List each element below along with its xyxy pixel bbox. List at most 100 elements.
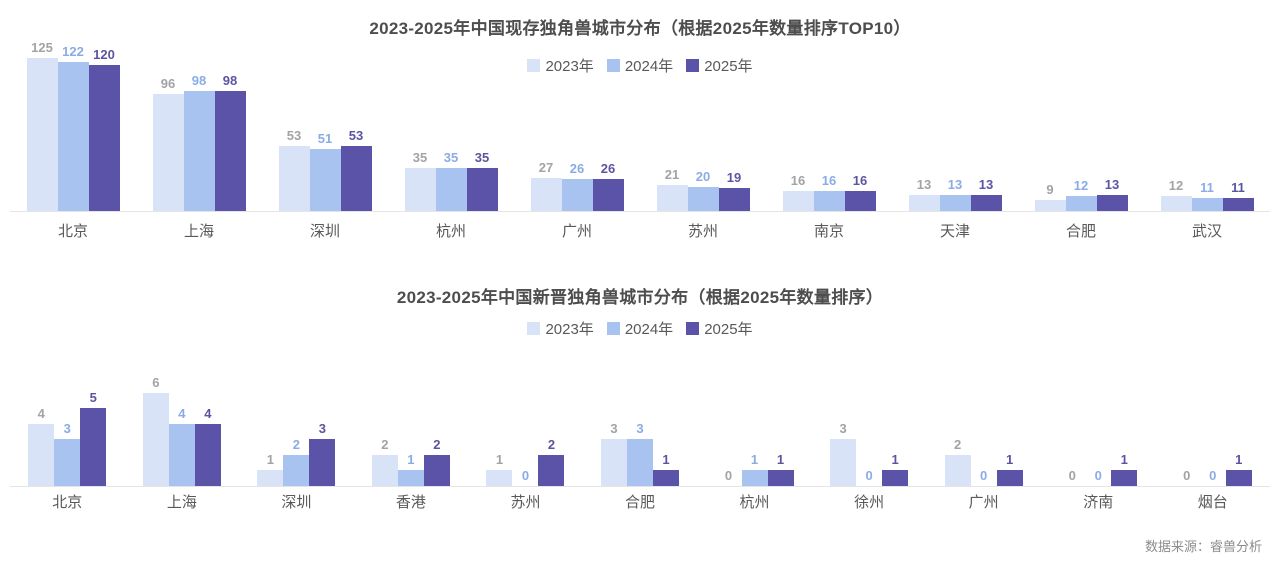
bar-fill xyxy=(939,195,971,211)
bar-2024年-北京: 122 xyxy=(57,45,89,211)
bar-2023年-烟台: 0 xyxy=(1174,469,1200,486)
bar-group-合肥: 3 3 1 xyxy=(583,422,698,486)
chart-legend: 2023年 2024年 2025年 xyxy=(0,318,1280,339)
bar-value-label: 0 xyxy=(1209,468,1217,483)
bar-value-label: 12 xyxy=(1073,178,1089,193)
bar-value-label: 53 xyxy=(286,128,302,143)
plot-area: 4 3 5 6 4 4 1 2 3 2 1 2 1 0 2 3 3 1 0 1 1 3 0 1 2 0 1 0 0 1 0 0 1 xyxy=(10,369,1270,487)
legend-item-2023年: 2023年 xyxy=(527,318,594,339)
bar-2024年-深圳: 51 xyxy=(309,132,341,211)
bar-value-label: 53 xyxy=(348,128,364,143)
bar-2023年-北京: 4 xyxy=(28,407,55,486)
bar-value-label: 4 xyxy=(178,406,186,421)
bar-value-label: 2 xyxy=(433,437,441,452)
bar-2025年-广州: 1 xyxy=(996,452,1023,486)
bar-fill xyxy=(561,179,593,211)
bar-value-label: 1 xyxy=(266,452,274,467)
bar-group-武汉: 12 11 11 xyxy=(1144,179,1270,211)
bar-fill xyxy=(152,94,184,211)
legend-item-2025年: 2025年 xyxy=(686,318,753,339)
bar-value-label: 5 xyxy=(89,390,97,405)
bar-value-label: 98 xyxy=(191,73,207,88)
bar-value-label: 1 xyxy=(1006,452,1014,467)
bar-value-label: 26 xyxy=(569,161,585,176)
bar-2023年-广州: 27 xyxy=(530,161,562,211)
bar-value-label: 21 xyxy=(664,167,680,182)
bar-fill xyxy=(340,146,372,211)
existing-unicorn-cities-chart: 2023-2025年中国现存独角兽城市分布（根据2025年数量排序TOP10） … xyxy=(0,0,1280,250)
category-label-北京: 北京 xyxy=(52,494,83,511)
bar-2025年-合肥: 13 xyxy=(1096,177,1128,211)
bar-2024年-深圳: 2 xyxy=(283,438,310,486)
category-label-北京: 北京 xyxy=(57,223,88,240)
bar-value-label: 6 xyxy=(152,375,160,390)
legend-swatch xyxy=(527,322,541,335)
bar-2024年-苏州: 0 xyxy=(512,469,538,486)
bar-2025年-杭州: 35 xyxy=(466,151,498,211)
bar-value-label: 1 xyxy=(776,452,785,467)
bar-fill xyxy=(908,195,940,211)
bar-value-label: 13 xyxy=(947,177,963,192)
bar-2025年-上海: 98 xyxy=(214,74,246,211)
bar-value-label: 1 xyxy=(1235,452,1243,467)
bar-2024年-合肥: 12 xyxy=(1065,178,1097,211)
bar-group-深圳: 53 51 53 xyxy=(262,129,388,211)
bar-value-label: 11 xyxy=(1200,180,1214,195)
legend-label: 2024年 xyxy=(624,58,674,75)
plot-area: 125 122 120 96 98 98 53 51 53 35 35 35 27 26 26 21 20 19 1… xyxy=(10,38,1270,212)
category-label-南京: 南京 xyxy=(813,223,844,240)
bar-2023年-济南: 0 xyxy=(1059,469,1085,486)
bar-fill xyxy=(142,393,169,486)
legend-label: 2023年 xyxy=(545,58,594,75)
bar-2025年-深圳: 3 xyxy=(309,422,336,486)
bar-fill xyxy=(423,455,450,486)
bar-2024年-苏州: 20 xyxy=(687,170,719,211)
bar-value-label: 19 xyxy=(726,170,742,185)
bar-2025年-济南: 1 xyxy=(1111,453,1138,486)
bar-2025年-苏州: 2 xyxy=(538,437,565,486)
bar-value-label: 2 xyxy=(954,437,962,452)
bar-2025年-广州: 26 xyxy=(592,162,624,211)
bar-fill xyxy=(309,439,336,486)
bar-group-杭州: 35 35 35 xyxy=(388,151,514,211)
bar-group-北京: 4 3 5 xyxy=(10,391,125,486)
bar-2023年-杭州: 35 xyxy=(404,151,436,211)
bar-value-label: 13 xyxy=(978,177,994,192)
bar-2023年-苏州: 21 xyxy=(656,167,688,211)
bar-value-label: 16 xyxy=(790,173,806,188)
category-label-杭州: 杭州 xyxy=(739,494,770,511)
bar-2025年-北京: 120 xyxy=(88,48,120,211)
bar-group-上海: 6 4 4 xyxy=(125,376,240,486)
bar-2025年-武汉: 11 xyxy=(1222,181,1254,211)
new-unicorn-cities-chart: 2023-2025年中国新晋独角兽城市分布（根据2025年数量排序） 2023年… xyxy=(0,250,1280,518)
bar-fill xyxy=(782,191,814,211)
bar-fill xyxy=(309,149,341,211)
bar-fill xyxy=(397,470,424,486)
bar-2024年-济南: 0 xyxy=(1085,469,1111,486)
bar-2024年-上海: 4 xyxy=(168,406,195,486)
chart-legend: 2023年 2024年 2025年 xyxy=(0,55,1280,76)
bar-value-label: 13 xyxy=(1104,177,1120,192)
bar-2025年-天津: 13 xyxy=(970,177,1002,211)
bar-value-label: 2 xyxy=(547,437,556,452)
category-label-苏州: 苏州 xyxy=(510,494,541,511)
bar-2023年-徐州: 3 xyxy=(830,422,857,486)
bar-2023年-深圳: 53 xyxy=(278,128,310,211)
chart-title: 2023-2025年中国现存独角兽城市分布（根据2025年数量排序TOP10） xyxy=(369,19,911,38)
bar-value-label: 96 xyxy=(160,76,176,91)
category-label-合肥: 合肥 xyxy=(1065,223,1096,240)
legend-item-2023年: 2023年 xyxy=(527,55,594,76)
x-axis-labels: 北京 上海 深圳 杭州 广州 苏州 南京 天津 合肥 武汉 xyxy=(10,220,1270,241)
bar-2023年-上海: 6 xyxy=(142,375,169,486)
bar-fill xyxy=(996,470,1023,486)
bar-group-合肥: 9 12 13 xyxy=(1018,178,1144,211)
bar-2023年-合肥: 3 xyxy=(601,422,627,486)
bar-fill xyxy=(687,187,719,211)
category-label-合肥: 合肥 xyxy=(625,494,656,511)
bar-value-label: 0 xyxy=(980,468,988,483)
bar-value-label: 0 xyxy=(1183,468,1191,483)
bar-value-label: 1 xyxy=(407,452,415,467)
category-label-上海: 上海 xyxy=(166,494,197,511)
category-label-苏州: 苏州 xyxy=(687,223,718,240)
bar-2023年-南京: 16 xyxy=(782,173,814,211)
